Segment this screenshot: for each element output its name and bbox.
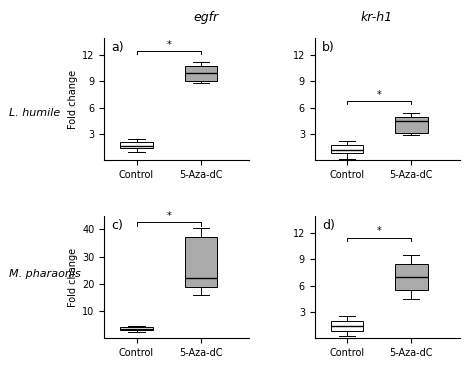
PathPatch shape [331, 146, 363, 153]
Y-axis label: Fold change: Fold change [68, 247, 78, 306]
Text: d): d) [322, 219, 335, 232]
PathPatch shape [120, 327, 153, 330]
Y-axis label: Fold change: Fold change [68, 70, 78, 129]
Text: b): b) [322, 41, 335, 54]
PathPatch shape [395, 117, 428, 133]
PathPatch shape [331, 321, 363, 331]
Text: a): a) [111, 41, 124, 54]
Text: egfr: egfr [193, 11, 219, 24]
Text: M. pharaonis: M. pharaonis [9, 270, 81, 279]
PathPatch shape [395, 264, 428, 290]
Text: *: * [166, 39, 171, 50]
Text: *: * [166, 211, 171, 221]
Text: L. humile: L. humile [9, 108, 61, 118]
PathPatch shape [185, 66, 217, 82]
Text: *: * [377, 89, 382, 100]
Text: kr-h1: kr-h1 [361, 11, 393, 24]
PathPatch shape [120, 142, 153, 148]
Text: c): c) [111, 219, 123, 232]
Text: *: * [377, 226, 382, 237]
PathPatch shape [185, 238, 217, 287]
